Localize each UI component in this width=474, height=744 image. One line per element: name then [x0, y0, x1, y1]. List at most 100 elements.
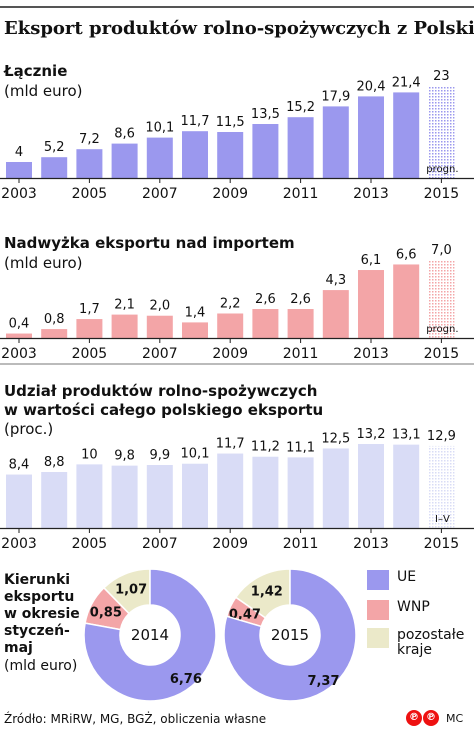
chart-total-tick-label: 2013	[353, 186, 389, 200]
chart-surplus-value-label: 6,1	[361, 253, 382, 268]
chart-total-value-label: 21,4	[392, 75, 421, 90]
legend-swatch-other	[367, 628, 389, 648]
pie-2015-value-label: 7,37	[307, 674, 339, 689]
chart-surplus-bar	[6, 333, 32, 338]
pie-center-year-label: 2015	[271, 626, 309, 644]
publisher-logo: ℗ ℗ MC	[406, 710, 463, 726]
chart-share-tick-label: 2003	[1, 536, 37, 552]
chart-total-bar	[322, 106, 349, 178]
chart-total-bar	[287, 117, 314, 178]
chart-share-tick-label: 2009	[212, 536, 248, 552]
chart-total-value-label: 8,6	[114, 127, 135, 142]
chart-surplus-forecast-note: progn.	[426, 324, 458, 335]
chart-total-value-label: 13,5	[251, 107, 280, 122]
chart-surplus-bar	[217, 313, 244, 338]
chart-share-tick-label: 2005	[72, 536, 108, 552]
legend-swatch-wnp	[367, 600, 389, 620]
chart-total-value-label: 4	[15, 145, 23, 160]
chart-total-value-label: 23	[433, 69, 450, 84]
section-2-unit: (mld euro)	[4, 254, 83, 272]
chart-surplus-value-label: 6,6	[396, 247, 417, 262]
source-note: Źródło: MRiRW, MG, BGŻ, obliczenia własn…	[4, 712, 267, 726]
chart-total-bar	[146, 137, 173, 178]
pie-section-unit: (mld euro)	[4, 658, 78, 674]
legend-label-other: pozostałe kraje	[397, 627, 465, 658]
chart-surplus-value-label: 2,6	[290, 292, 311, 307]
chart-trade-surplus: 0,4 0,8 1,7 2,1 2,0 1,4 2,2 2,6 2,6 4,3 6,1 6,6 7,0 p…	[0, 243, 474, 365]
chart-share-bar	[6, 474, 32, 528]
chart-surplus-bar	[393, 264, 420, 338]
chart-surplus-value-label: 2,2	[220, 296, 241, 311]
chart-share-value-label: 9,9	[149, 448, 170, 463]
chart-total-bar	[76, 149, 103, 178]
top-rule	[0, 6, 474, 8]
pie-2015-slice	[223, 568, 357, 702]
chart-share-value-label: 11,7	[216, 437, 245, 452]
chart-total-value-label: 11,5	[216, 115, 245, 130]
pie-2014-value-label: 0,85	[90, 606, 122, 621]
chart-surplus-value-label: 7,0	[431, 243, 452, 258]
chart-total-tick-label: 2015	[424, 186, 460, 200]
chart-surplus-bar	[76, 319, 103, 338]
chart-share-tick-label: 2013	[353, 536, 389, 552]
chart-total-forecast-note: progn.	[426, 164, 458, 175]
chart-share-bar	[358, 444, 384, 528]
chart-total-tick-label: 2007	[142, 186, 178, 200]
chart-surplus-bar	[358, 270, 384, 338]
legend-swatch-ue	[367, 570, 389, 590]
chart-share-tick-label: 2011	[283, 536, 319, 552]
logo-circle-icon: ℗	[406, 710, 422, 726]
chart-surplus-tick-label: 2009	[212, 346, 248, 362]
chart-total-bar	[428, 86, 455, 178]
section-3-unit: (proc.)	[4, 420, 54, 438]
chart-total-tick-label: 2009	[212, 186, 248, 200]
chart-surplus-value-label: 2,0	[149, 299, 170, 314]
legend-label-ue: UE	[397, 569, 417, 585]
chart-total-value-label: 20,4	[357, 79, 386, 94]
chart-surplus-bar	[287, 309, 314, 338]
chart-total-value-label: 15,2	[286, 100, 315, 115]
chart-surplus-bar	[428, 260, 455, 338]
chart-surplus-bar	[146, 315, 173, 338]
chart-surplus-value-label: 2,6	[255, 292, 276, 307]
chart-total-bar	[252, 124, 279, 178]
logo-initials: MC	[446, 711, 464, 725]
chart-share-bar	[428, 445, 455, 528]
chart-total-value-label: 5,2	[44, 140, 65, 155]
section-2-title: Nadwyżka eksportu nad importem	[4, 234, 295, 252]
pie-2014-value-label: 1,07	[115, 583, 147, 598]
chart-total-tick-label: 2003	[1, 186, 37, 200]
chart-surplus-bar	[41, 329, 68, 338]
chart-share-bar	[111, 465, 138, 528]
chart-share-value-label: 13,1	[392, 428, 421, 443]
section-3-title: Udział produktów rolno-spożywczych w war…	[4, 382, 324, 438]
chart-share-value-label: 12,5	[321, 431, 350, 446]
chart-total-bar	[41, 157, 68, 178]
chart-share-bar	[252, 456, 279, 528]
chart-surplus-tick-label: 2003	[1, 346, 37, 362]
chart-surplus-tick-label: 2013	[353, 346, 389, 362]
chart-share-value-label: 10,1	[181, 447, 210, 462]
chart-share-bar	[217, 453, 244, 528]
chart-share-tick-label: 2015	[424, 536, 460, 552]
chart-surplus-bar	[111, 314, 138, 338]
chart-share-bar	[393, 444, 420, 528]
chart-surplus-bar	[252, 309, 279, 338]
chart-surplus-value-label: 0,4	[9, 317, 30, 332]
legend-item-ue: UE	[367, 570, 416, 590]
legend-label-wnp: WNP	[397, 599, 430, 615]
chart-total-value-label: 17,9	[321, 89, 350, 104]
chart-total-bar	[393, 92, 420, 178]
chart-surplus-tick-label: 2011	[283, 346, 319, 362]
chart-total-bar	[217, 132, 244, 178]
chart-total-tick-label: 2011	[283, 186, 319, 200]
chart-share-tick-label: 2007	[142, 536, 178, 552]
chart-surplus-value-label: 1,4	[185, 305, 206, 320]
chart-total-bar	[6, 162, 32, 178]
chart-share-value-label: 9,8	[114, 449, 135, 464]
chart-share-value-label: 13,2	[357, 427, 386, 442]
chart-surplus-tick-label: 2005	[72, 346, 108, 362]
chart-share-forecast-note: I–V	[435, 514, 450, 525]
